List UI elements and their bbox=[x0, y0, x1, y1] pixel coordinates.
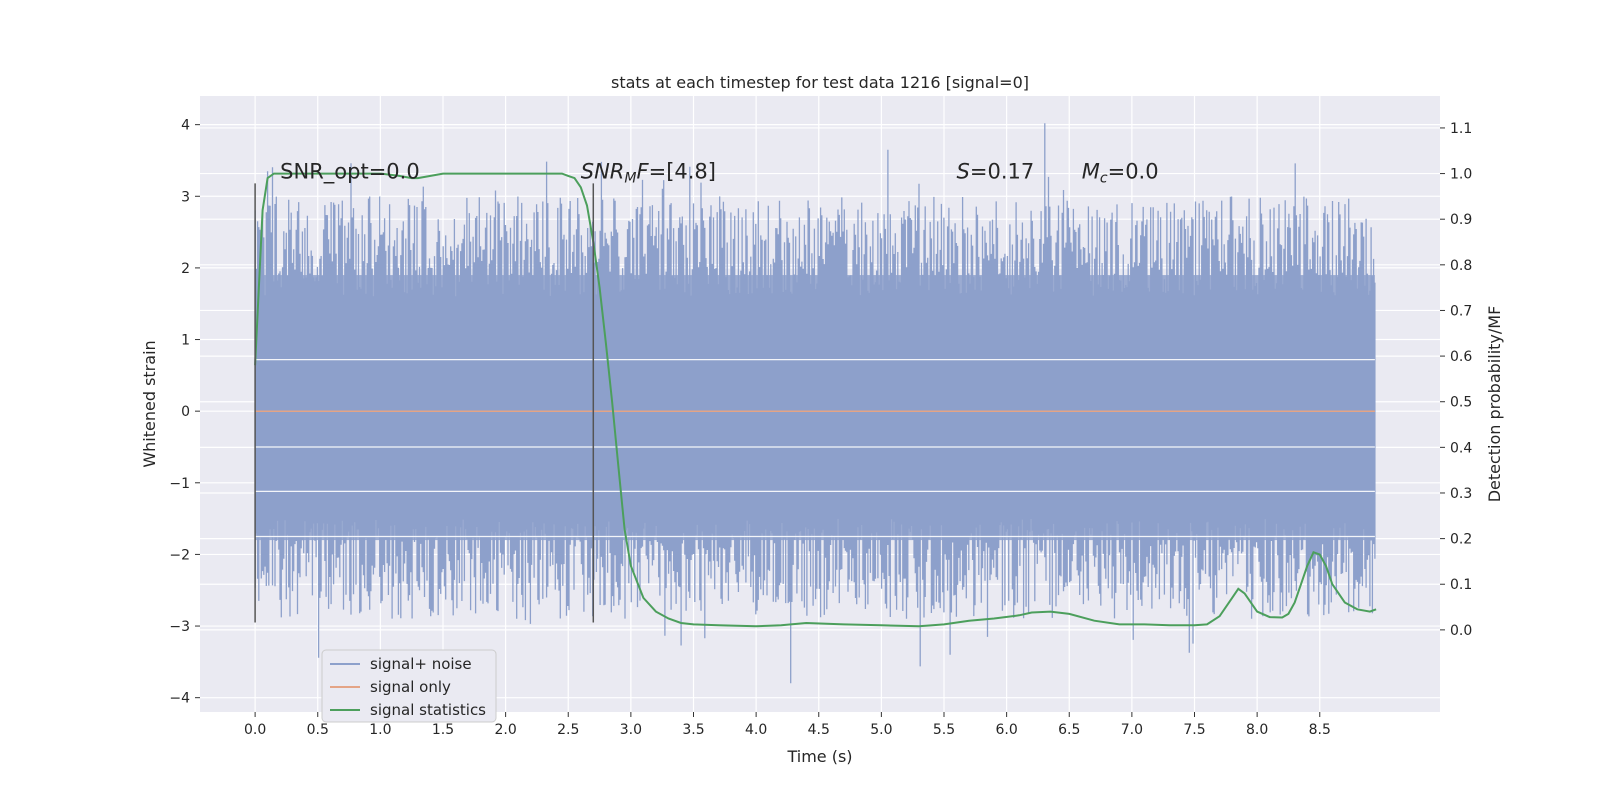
x-tick-label: 3.0 bbox=[620, 722, 642, 738]
x-tick-label: 1.0 bbox=[369, 722, 391, 738]
signal-statistics-line bbox=[254, 172, 1377, 628]
legend-label: signal only bbox=[370, 678, 451, 696]
annotation-part: c bbox=[1100, 170, 1108, 186]
y-tick-label: 1 bbox=[181, 333, 190, 349]
x-tick-label: 6.5 bbox=[1058, 722, 1080, 738]
y2-tick-label: 1.1 bbox=[1450, 121, 1472, 137]
x-tick-label: 4.5 bbox=[808, 722, 830, 738]
annotation-part: F bbox=[637, 159, 650, 183]
vertical-markers bbox=[254, 183, 595, 623]
annotation-part: M bbox=[1082, 159, 1100, 183]
x-tick-label: 7.0 bbox=[1121, 722, 1143, 738]
x-tick-label: 8.0 bbox=[1246, 722, 1268, 738]
x-tick-label: 0.0 bbox=[244, 722, 266, 738]
y-axis-right: 1.1 1.0 0.9 0.8 0.7 0.6 0.5 0.4 0.3 0.2 0.1 0.0 bbox=[1440, 121, 1472, 639]
y-tick-label: 3 bbox=[181, 189, 190, 205]
chart-title: stats at each timestep for test data 121… bbox=[611, 73, 1029, 92]
annotation-part: SNR_opt=0.0 bbox=[280, 159, 420, 184]
y2-tick-label: 0.3 bbox=[1450, 486, 1472, 502]
y-tick-label: −3 bbox=[169, 619, 190, 635]
legend-label: signal+ noise bbox=[370, 655, 472, 673]
y2-tick-label: 0.6 bbox=[1450, 349, 1472, 365]
x-tick-label: 4.0 bbox=[745, 722, 767, 738]
annotation: SNRMF=[4.8] bbox=[581, 159, 716, 186]
x-tick-label: 5.5 bbox=[933, 722, 955, 738]
x-tick-label: 2.0 bbox=[494, 722, 516, 738]
y2-tick-label: 1.0 bbox=[1450, 167, 1472, 183]
legend-label: signal statistics bbox=[370, 701, 486, 719]
y2-tick-label: 0.4 bbox=[1450, 440, 1472, 456]
y2-tick-label: 0.9 bbox=[1450, 212, 1472, 228]
legend-box bbox=[321, 649, 497, 723]
x-tick-label: 8.5 bbox=[1309, 722, 1331, 738]
y2-tick-label: 0.7 bbox=[1450, 303, 1472, 319]
annotation-part: =0.17 bbox=[970, 159, 1034, 183]
legend: signal+ noise signal only signal statistic… bbox=[321, 649, 497, 723]
x-tick-label: 2.5 bbox=[557, 722, 579, 738]
y2-tick-label: 0.1 bbox=[1450, 577, 1472, 593]
y2-tick-label: 0.5 bbox=[1450, 395, 1472, 411]
annotation: Mc=0.0 bbox=[1082, 159, 1159, 186]
y-axis-label: Whitened strain bbox=[140, 340, 159, 467]
x-tick-label: 3.5 bbox=[682, 722, 704, 738]
y-tick-label: 4 bbox=[181, 118, 190, 134]
noise-series bbox=[254, 123, 1376, 684]
annotation-part: SNR bbox=[581, 159, 625, 183]
annotations: SNR_opt=0.0 SNRMF=[4.8] S=0.17 Mc=0.0 bbox=[280, 159, 1158, 186]
y2-tick-label: 0.0 bbox=[1450, 623, 1472, 639]
annotation-part: M bbox=[624, 170, 636, 186]
x-tick-label: 5.0 bbox=[870, 722, 892, 738]
y2-tick-label: 0.8 bbox=[1450, 258, 1472, 274]
y2-axis-label: Detection probability/MF bbox=[1485, 306, 1504, 503]
annotation-part: =[4.8] bbox=[649, 159, 716, 183]
x-axis: 0.0 0.5 1.0 1.5 2.0 2.5 3.0 3.5 4.0 4.5 5.0 5.5 6.0 6… bbox=[244, 712, 1331, 738]
y-tick-label: −2 bbox=[169, 547, 190, 563]
y2-tick-label: 0.2 bbox=[1450, 532, 1472, 548]
annotation: SNR_opt=0.0 bbox=[280, 159, 420, 184]
line-series bbox=[254, 172, 1377, 628]
annotation-part: =0.0 bbox=[1108, 159, 1159, 183]
y-tick-label: −1 bbox=[169, 476, 190, 492]
x-tick-label: 6.0 bbox=[995, 722, 1017, 738]
y-tick-label: 0 bbox=[181, 404, 190, 420]
x-tick-label: 7.5 bbox=[1183, 722, 1205, 738]
x-axis-label: Time (s) bbox=[786, 747, 852, 766]
y-tick-label: −4 bbox=[169, 691, 190, 707]
y-tick-label: 2 bbox=[181, 261, 190, 277]
annotation-part: S bbox=[957, 159, 970, 183]
y-axis-left: 4 3 2 1 0 −1 −2 −3 −4 bbox=[169, 118, 200, 707]
x-tick-label: 1.5 bbox=[432, 722, 454, 738]
annotation: S=0.17 bbox=[957, 159, 1035, 183]
x-tick-label: 0.5 bbox=[307, 722, 329, 738]
